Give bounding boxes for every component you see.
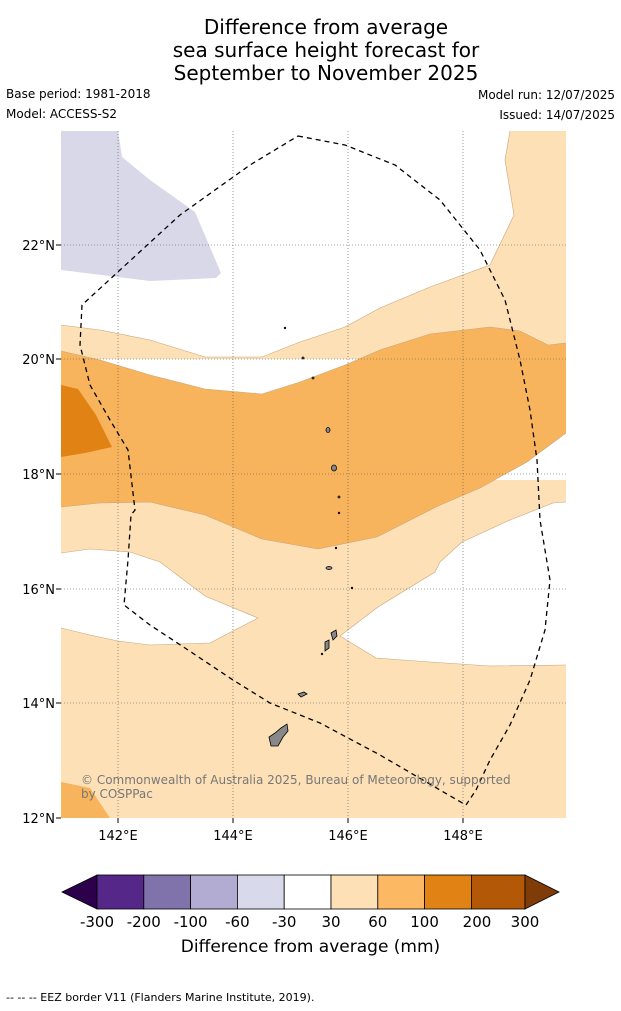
eez-border xyxy=(79,135,551,806)
farallon-de-medinilla-island xyxy=(320,652,324,656)
colorbar-segment xyxy=(377,874,425,910)
lat-label: 12°N xyxy=(22,812,55,827)
lat-label: 18°N xyxy=(22,468,55,483)
eez-footnote: -- -- -- EEZ border V11 (Flanders Marine… xyxy=(6,991,315,1004)
anatahan-island xyxy=(325,566,333,570)
contour-lines xyxy=(61,131,566,667)
title-line-3: September to November 2025 xyxy=(173,61,479,85)
colorbar-tick: -200 xyxy=(127,913,161,931)
lon-label: 148°E xyxy=(443,829,483,844)
model-text: Model: ACCESS-S2 xyxy=(6,107,118,121)
colorbar-label: Difference from average (mm) xyxy=(180,937,441,957)
small-islet xyxy=(350,586,354,590)
map-title: Difference from average sea surface heig… xyxy=(0,16,621,85)
colorbar-tick: 200 xyxy=(463,913,492,931)
negative-anomaly-region xyxy=(61,131,221,281)
copyright-notice: © Commonwealth of Australia 2025, Bureau… xyxy=(81,773,511,801)
guam-island xyxy=(268,723,289,747)
colorbar-tick: -100 xyxy=(174,913,208,931)
rota-island xyxy=(297,691,308,698)
lon-label: 146°E xyxy=(328,829,368,844)
colorbar-segment xyxy=(424,874,472,910)
longitude-labels: 142°E 144°E 146°E 148°E xyxy=(98,829,483,844)
colorbar-segment xyxy=(96,874,145,910)
colorbar-tick: -300 xyxy=(80,913,114,931)
colorbar-segment xyxy=(283,874,332,910)
colorbar-tick: 60 xyxy=(368,913,387,931)
colorbar-segment xyxy=(236,874,285,910)
colorbar-tick-labels: -300 -200 -100 -60 -30 30 60 100 200 300 xyxy=(80,913,539,931)
title-line-2: sea surface height forecast for xyxy=(172,38,480,62)
sarigan-island xyxy=(334,546,338,550)
copyright-line-1: © Commonwealth of Australia 2025, Bureau… xyxy=(81,773,511,787)
issued-text: Issued: 14/07/2025 xyxy=(499,108,615,122)
map-gridlines xyxy=(61,131,566,818)
maug-islands xyxy=(301,356,305,360)
positive-anomaly-100-200-patch xyxy=(61,385,112,457)
lat-label: 14°N xyxy=(22,697,55,712)
pagan-island xyxy=(331,464,337,472)
colorbar-tick: -60 xyxy=(225,913,250,931)
colorbar-segment xyxy=(330,874,379,910)
mariana-islands xyxy=(268,326,354,747)
positive-anomaly-60-100-band xyxy=(61,327,566,549)
guguan-island xyxy=(337,511,341,515)
colorbar-tick: 300 xyxy=(511,913,540,931)
tinian-island xyxy=(324,639,330,652)
copyright-line-2: by COSPPac xyxy=(81,787,153,801)
saipan-island xyxy=(330,629,338,641)
lat-label: 20°N xyxy=(22,353,55,368)
farallon-de-pajaros-island xyxy=(283,326,287,330)
colorbar: -300 -200 -100 -60 -30 30 60 100 200 300 xyxy=(61,874,560,931)
title-line-1: Difference from average xyxy=(203,15,449,39)
map-area xyxy=(61,131,566,818)
colorbar-segment xyxy=(143,874,192,910)
axis-ticks xyxy=(56,244,464,823)
positive-anomaly-30-60-north xyxy=(61,131,566,359)
lat-label: 16°N xyxy=(22,583,55,598)
colorbar-left-arrow xyxy=(61,874,98,910)
agrihan-island xyxy=(325,427,331,433)
colorbar-segment xyxy=(470,874,526,910)
alamagan-island xyxy=(337,495,341,499)
asuncion-island xyxy=(311,376,315,380)
colorbar-tick: 100 xyxy=(410,913,439,931)
model-run-text: Model run: 12/07/2025 xyxy=(477,88,615,102)
colorbar-segment xyxy=(190,874,238,910)
positive-anomaly-30-60-south xyxy=(61,480,566,818)
positive-anomaly-60-100-corner xyxy=(61,782,110,818)
lat-label: 22°N xyxy=(22,239,55,254)
latitude-labels: 22°N 20°N 18°N 16°N 14°N 12°N xyxy=(22,239,55,827)
colorbar-tick: -30 xyxy=(272,913,297,931)
colorbar-tick: 30 xyxy=(321,913,340,931)
lon-label: 144°E xyxy=(213,829,253,844)
base-period-text: Base period: 1981-2018 xyxy=(6,87,151,101)
lon-label: 142°E xyxy=(98,829,138,844)
colorbar-right-arrow xyxy=(524,874,560,910)
